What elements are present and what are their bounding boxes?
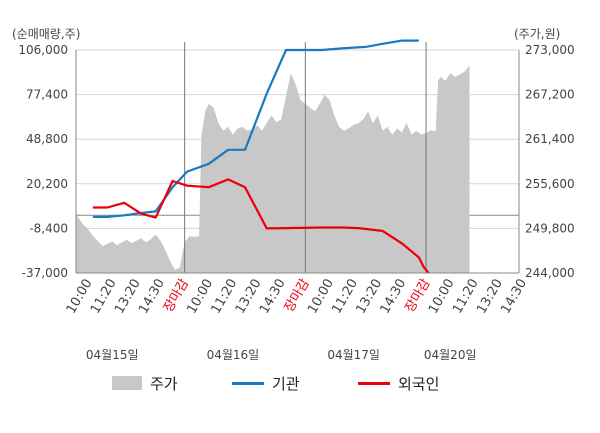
left-tick-label: -37,000 <box>22 266 68 280</box>
legend-swatch-foreigner <box>358 382 390 385</box>
left-tick-label: 20,200 <box>26 177 68 191</box>
legend-label-foreigner: 외국인 <box>398 375 439 393</box>
legend-label-price: 주가 <box>150 375 178 393</box>
price-area-layer <box>76 65 470 274</box>
left-axis-unit-label: (순매매량,주) <box>12 27 80 41</box>
left-tick-label: 48,800 <box>26 132 68 146</box>
institution-line <box>92 39 419 218</box>
plot-frame-layer <box>75 50 520 274</box>
price-area <box>76 65 470 274</box>
right-tick-label: 273,000 <box>525 43 575 57</box>
right-tick-label: 267,200 <box>525 88 575 102</box>
right-axis-unit-label: (주가,원) <box>514 27 560 41</box>
foreigner-line <box>92 178 430 274</box>
legend-label-institution: 기관 <box>272 375 300 393</box>
right-tick-label: 255,600 <box>525 177 575 191</box>
right-tick-label: 261,400 <box>525 132 575 146</box>
session-divider-layer <box>184 42 427 273</box>
legend: 주가 기관 외국인 <box>112 375 439 393</box>
left-tick-label: -8,400 <box>29 221 68 235</box>
date-label-2: 04월17일 <box>327 348 380 362</box>
left-tick-label: 77,400 <box>26 88 68 102</box>
date-label-0: 04월15일 <box>86 348 139 362</box>
date-label-3: 04월20일 <box>424 348 477 362</box>
legend-swatch-price <box>112 376 142 390</box>
date-label-layer: 04월15일 04월16일 04월17일 04월20일 <box>86 348 477 362</box>
series-line-layer <box>92 39 430 274</box>
y-tick-label-layer: 106,000 273,000 77,400 267,200 48,800 261,400… <box>18 43 574 280</box>
right-tick-label: 249,800 <box>525 221 575 235</box>
left-tick-label: 106,000 <box>18 43 68 57</box>
date-label-1: 04월16일 <box>207 348 260 362</box>
legend-swatch-institution <box>232 382 264 385</box>
right-tick-label: 244,000 <box>525 266 575 280</box>
